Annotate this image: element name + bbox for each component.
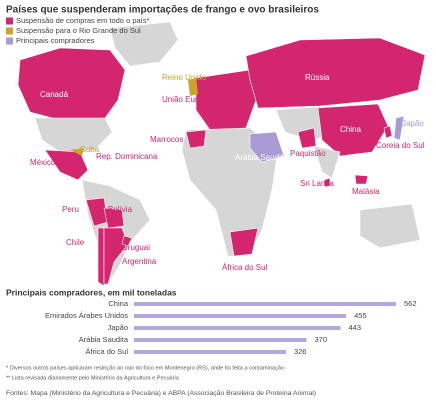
south-korea [383, 125, 393, 139]
map-label: Bolívia [108, 205, 133, 214]
morocco [185, 129, 207, 149]
bar-chart: Principais compradores, em mil toneladas… [6, 287, 417, 356]
notes: * Diversos outros países aplicaram restr… [6, 365, 316, 396]
category-label: África do Sul [85, 347, 128, 356]
category-label: China [108, 299, 128, 308]
japan [393, 115, 405, 141]
map-label: Canadá [40, 90, 69, 99]
chart-title: Principais compradores, em mil toneladas [6, 287, 177, 297]
map-label: Japão [402, 119, 424, 128]
legend-label: Suspensão de compras em todo o país* [16, 16, 149, 25]
map-label: Rep. Dominicana [96, 152, 158, 161]
legend: Suspensão de compras em todo o país*Susp… [6, 16, 149, 45]
argentina [103, 227, 129, 285]
note: Fontes: Mapa (Ministério da Agricultura … [6, 390, 316, 397]
title: Países que suspenderam importações de fr… [6, 5, 319, 16]
map-label: Marrocos [150, 135, 183, 144]
legend-swatch [6, 37, 13, 45]
sri-lanka [323, 177, 331, 188]
note: ** Lista revisada diariamente pelo Minis… [6, 375, 180, 381]
map-label: Paquistão [290, 149, 326, 158]
russia [245, 37, 426, 109]
bar [134, 338, 307, 342]
uruguay [121, 235, 133, 247]
map-label: Uruguai [122, 243, 150, 252]
map-label: Malásia [352, 187, 380, 196]
bar [134, 314, 347, 318]
map-label: Peru [62, 205, 79, 214]
usa [34, 117, 113, 153]
legend-swatch [6, 27, 13, 35]
legend-label: Principais compradores [16, 36, 95, 45]
legend-swatch [6, 17, 13, 25]
map-label: Cuba [80, 145, 100, 154]
value-label: 455 [354, 311, 367, 320]
world-map [17, 21, 426, 287]
note: * Diversos outros países aplicaram restr… [6, 365, 284, 371]
bolivia [103, 207, 125, 229]
value-label: 443 [349, 323, 362, 332]
map-label: Coreia do Sul [376, 141, 425, 150]
map-label: Rússia [305, 73, 330, 82]
chile [97, 227, 105, 287]
value-label: 370 [314, 335, 327, 344]
map-label: China [340, 125, 361, 134]
india [313, 145, 341, 179]
greenland [109, 21, 179, 67]
category-label: Arábia Saudita [79, 335, 129, 344]
map-label: União Europeia [162, 95, 218, 104]
bar [134, 350, 286, 354]
canada [17, 47, 126, 121]
legend-label: Suspensão para o Rio Grande do Sul [16, 26, 141, 35]
map-label: Chile [66, 238, 85, 247]
category-label: Japão [108, 323, 128, 332]
cuba [70, 148, 84, 156]
map-label: Sri Lanka [300, 179, 334, 188]
australia [359, 203, 421, 249]
value-label: 562 [404, 299, 417, 308]
category-label: Emirados Árabes Unidos [45, 311, 128, 320]
south-africa [229, 227, 259, 257]
pakistan [297, 127, 317, 149]
map-label: México [30, 158, 56, 167]
malaysia [354, 174, 369, 185]
map-label: Argentina [122, 257, 157, 266]
map-label: Arábia Saudita [235, 153, 288, 162]
map-label: Reino Unido [162, 73, 207, 82]
map-label: África do Sul [222, 263, 268, 272]
china [317, 103, 389, 157]
bar [134, 326, 341, 330]
value-label: 326 [294, 347, 307, 356]
saudi-arabia [249, 131, 285, 163]
bar [134, 302, 396, 306]
uk [188, 78, 198, 96]
